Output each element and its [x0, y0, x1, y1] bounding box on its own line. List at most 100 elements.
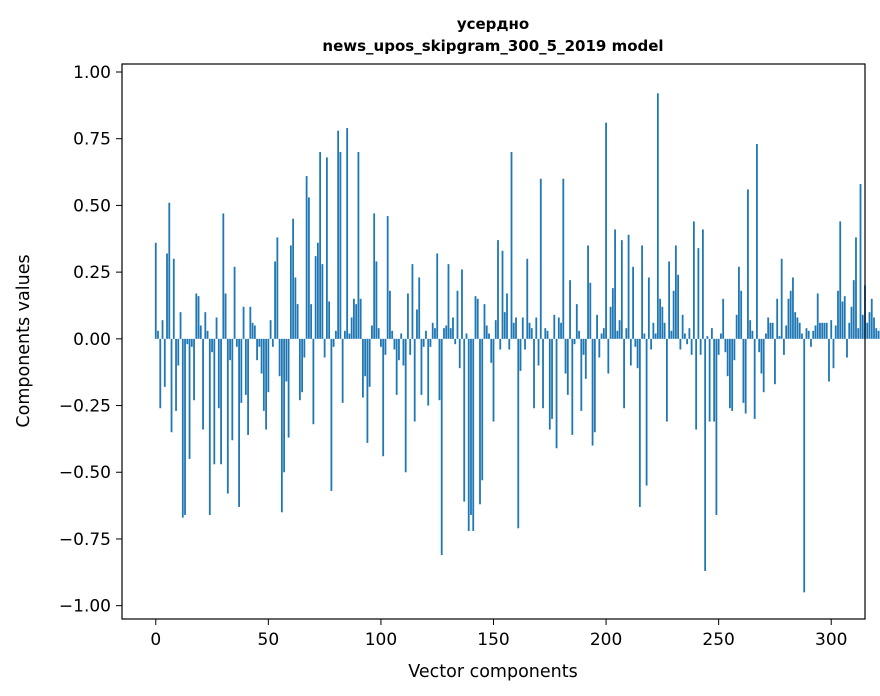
x-tick-label: 200	[590, 630, 622, 650]
bar	[506, 293, 508, 339]
bar	[816, 293, 819, 339]
bar	[814, 325, 817, 339]
bar	[796, 317, 799, 339]
bar	[665, 338, 668, 422]
bar	[828, 338, 830, 382]
bar	[751, 330, 754, 339]
bar	[762, 338, 765, 393]
bar	[382, 338, 385, 457]
y-axis-label: Components values	[14, 254, 34, 427]
bar	[483, 304, 486, 339]
bar	[229, 338, 231, 361]
bar	[404, 338, 407, 473]
bar	[168, 202, 171, 339]
bar	[334, 330, 337, 339]
bar	[458, 338, 461, 369]
bar	[461, 269, 463, 339]
bar	[465, 333, 468, 339]
bar	[226, 338, 229, 494]
bar	[650, 338, 653, 350]
bar	[438, 338, 441, 401]
bar	[638, 338, 641, 507]
bar	[380, 338, 382, 347]
bar	[307, 197, 310, 339]
bar	[877, 330, 880, 339]
y-tick-label: 0.50	[73, 196, 111, 216]
bar	[825, 322, 828, 339]
bar	[740, 290, 743, 339]
bar	[706, 336, 709, 339]
bar	[537, 338, 540, 366]
bar	[296, 304, 299, 339]
bar	[789, 290, 792, 339]
bar	[515, 317, 517, 339]
bar	[681, 314, 684, 339]
bar	[258, 338, 261, 347]
bar	[220, 338, 222, 465]
bar	[181, 338, 184, 518]
bar	[353, 298, 355, 339]
bar	[402, 338, 405, 366]
bar	[823, 322, 826, 339]
bar	[253, 325, 256, 339]
bar	[807, 330, 810, 339]
bar	[251, 322, 254, 339]
bar	[497, 240, 499, 339]
bar	[298, 338, 301, 401]
bar	[233, 266, 236, 339]
bar	[803, 338, 806, 593]
bar	[756, 144, 758, 339]
bar	[733, 338, 736, 361]
x-tick-label: 250	[702, 630, 734, 650]
bar	[256, 338, 258, 361]
x-axis-label: Vector components	[408, 662, 577, 682]
bar	[774, 338, 776, 385]
bar	[420, 338, 423, 395]
bar	[578, 330, 580, 339]
bar	[364, 338, 367, 377]
bar	[512, 322, 515, 339]
bar	[688, 328, 691, 339]
bar	[172, 258, 175, 339]
bar	[819, 322, 821, 339]
bar	[368, 338, 371, 387]
bar	[715, 338, 718, 515]
bar	[427, 338, 430, 406]
bar	[490, 338, 493, 363]
bar	[575, 304, 578, 339]
bar	[389, 290, 391, 339]
y-tick-label: −0.75	[59, 530, 111, 550]
bar	[303, 338, 306, 358]
bar	[179, 312, 182, 339]
bar	[463, 338, 466, 502]
bar	[517, 338, 520, 529]
bar	[623, 338, 625, 409]
bar	[436, 253, 439, 339]
y-tick-label: 0.25	[73, 263, 111, 283]
bar	[175, 338, 177, 411]
bar	[643, 333, 646, 339]
bar	[373, 213, 376, 339]
bar	[596, 314, 598, 339]
bar	[546, 330, 549, 339]
bar	[832, 338, 835, 369]
y-tick-label: −0.50	[59, 463, 111, 483]
bar	[395, 338, 398, 395]
bar	[661, 306, 664, 339]
bar	[794, 312, 797, 339]
bar	[607, 338, 610, 374]
bar	[195, 293, 198, 339]
bar	[697, 248, 700, 339]
bar	[188, 338, 191, 459]
bar	[533, 338, 535, 409]
bar	[614, 229, 616, 339]
bar	[647, 277, 650, 339]
bar	[542, 338, 544, 409]
bar	[202, 338, 204, 430]
bar	[407, 293, 409, 339]
bar	[479, 338, 481, 505]
bar	[359, 298, 362, 339]
bar	[551, 338, 553, 419]
bar	[566, 338, 569, 395]
bar	[778, 336, 781, 339]
